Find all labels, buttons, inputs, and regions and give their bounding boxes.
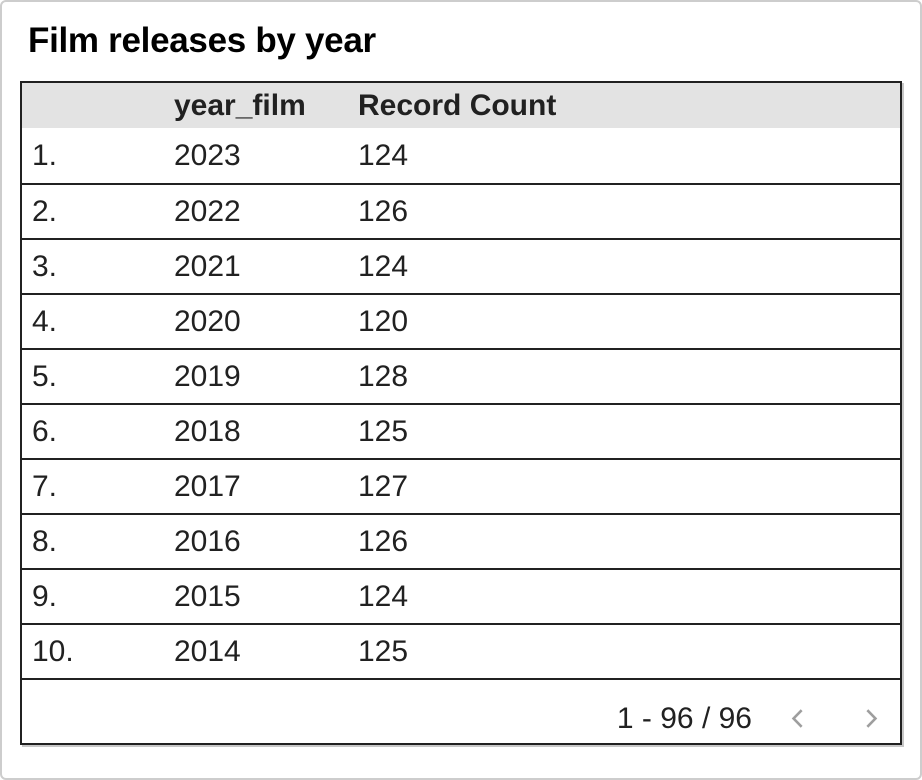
table-row: 2. 2022 126 [22,183,900,238]
cell-record-count: 128 [358,359,409,393]
row-index: 7. [32,469,58,503]
row-index: 9. [32,579,58,613]
pagination-range: 1 - 96 / 96 [616,701,752,735]
cell-year-film: 2020 [174,304,241,338]
chevron-left-icon [785,705,812,732]
row-index: 1. [32,138,58,172]
row-index: 6. [32,414,58,448]
cell-year-film: 2018 [174,414,241,448]
chevron-right-icon [857,705,884,732]
table-row: 5. 2019 128 [22,348,900,403]
page-title: Film releases by year [28,21,376,60]
table-row: 6. 2018 125 [22,403,900,458]
table-row: 8. 2016 126 [22,513,900,568]
cell-record-count: 124 [358,138,409,172]
table-row: 9. 2015 124 [22,568,900,623]
cell-record-count: 120 [358,304,409,338]
cell-year-film: 2019 [174,359,241,393]
header-year-film[interactable]: year_film [174,88,306,122]
table-footer: 1 - 96 / 96 [22,678,900,743]
cell-record-count: 127 [358,469,409,503]
table-header-row: year_film Record Count [22,83,900,128]
table-row: 1. 2023 124 [22,128,900,183]
cell-year-film: 2014 [174,634,241,668]
table-row: 4. 2020 120 [22,293,900,348]
cell-year-film: 2016 [174,524,241,558]
prev-page-button[interactable] [784,705,812,733]
cell-record-count: 125 [358,634,409,668]
cell-year-film: 2022 [174,194,241,228]
cell-record-count: 126 [358,194,409,228]
cell-year-film: 2015 [174,579,241,613]
cell-year-film: 2023 [174,138,241,172]
row-index: 8. [32,524,58,558]
cell-record-count: 124 [358,249,409,283]
cell-record-count: 124 [358,579,409,613]
cell-record-count: 126 [358,524,409,558]
table-body: 1. 2023 124 2. 2022 126 3. 2021 124 4. 2… [22,128,900,678]
film-releases-table: year_film Record Count 1. 2023 124 2. 20… [20,81,902,745]
row-index: 10. [32,634,74,668]
table-row: 3. 2021 124 [22,238,900,293]
row-index: 2. [32,194,58,228]
cell-year-film: 2021 [174,249,241,283]
next-page-button[interactable] [856,705,884,733]
table-row: 7. 2017 127 [22,458,900,513]
cell-record-count: 125 [358,414,409,448]
header-index-column [22,83,157,128]
row-index: 5. [32,359,58,393]
row-index: 4. [32,304,58,338]
cell-year-film: 2017 [174,469,241,503]
table-row: 10. 2014 125 [22,623,900,678]
row-index: 3. [32,249,58,283]
header-record-count[interactable]: Record Count [358,88,557,122]
